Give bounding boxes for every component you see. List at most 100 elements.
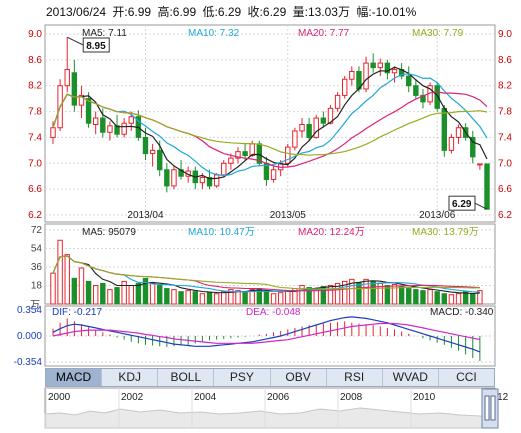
price-tick-right: 6.6 xyxy=(498,184,512,195)
candle-body xyxy=(384,62,391,74)
candle-body xyxy=(235,151,241,159)
header-line: 2013/06/24 开:6.99 高:6.99 低:6.29 收:6.29 量… xyxy=(46,4,417,19)
price-x-tick: 2013/05 xyxy=(270,210,307,221)
volume-bar xyxy=(306,287,312,305)
candle-body xyxy=(377,62,383,69)
volume-bar xyxy=(128,285,134,305)
volume-unit: 万 xyxy=(30,300,40,311)
macd-tick: 0.000 xyxy=(17,331,42,342)
volume-bar xyxy=(157,285,163,305)
header-low-label: 低: xyxy=(203,5,218,19)
candle-body xyxy=(71,72,78,106)
tab-boll[interactable]: BOLL xyxy=(158,369,215,386)
volume-bar xyxy=(149,282,156,305)
volume-bar xyxy=(242,291,248,305)
volume-bar xyxy=(277,292,284,305)
legend-dif: DIF: -0.217 xyxy=(52,307,102,318)
volume-bar xyxy=(370,280,376,305)
candle-body xyxy=(413,85,419,96)
price-tick-right: 8.2 xyxy=(498,81,512,92)
volume-bar xyxy=(470,293,476,305)
volume-bar xyxy=(114,287,120,305)
volume-ma-line xyxy=(52,255,480,290)
volume-bar xyxy=(64,254,70,305)
candle-body xyxy=(64,69,70,87)
candle-body xyxy=(121,122,127,135)
timeline-handle[interactable] xyxy=(481,388,499,429)
header-date: 2013/06/24 xyxy=(46,5,106,19)
candle-body xyxy=(306,124,312,138)
header-volume-label: 量: xyxy=(293,5,308,19)
candle-body xyxy=(171,169,177,187)
price-tick-left: 7.4 xyxy=(28,132,42,143)
price-tick-right: 9.0 xyxy=(498,29,512,40)
candle-body xyxy=(448,136,455,151)
volume-bar xyxy=(78,267,85,305)
price-x-tick: 2013/06 xyxy=(419,210,456,221)
high-callout: 8.95 xyxy=(67,36,110,53)
volume-bar xyxy=(199,293,206,305)
macd-lines xyxy=(52,316,481,353)
volume-bar xyxy=(384,285,391,305)
timeline-year: 2008 xyxy=(340,392,363,403)
tab-psy[interactable]: PSY xyxy=(214,369,271,386)
price-tick-right: 7.4 xyxy=(498,132,512,143)
high-callout-label: 8.95 xyxy=(86,41,106,52)
candle-body xyxy=(313,117,319,138)
header-change-label: 幅: xyxy=(356,4,371,19)
candle-body xyxy=(441,107,448,151)
volume-bar xyxy=(178,291,184,305)
volume-bar xyxy=(121,280,127,305)
price-tick-left: 6.6 xyxy=(28,184,42,195)
legend-dea: DEA: -0.048 xyxy=(246,307,301,318)
candle-body xyxy=(164,169,170,187)
header-low: 6.29 xyxy=(218,5,242,19)
volume-bar xyxy=(171,289,177,305)
volume-bar xyxy=(299,285,305,305)
legend-ma20: MA20: 7.77 xyxy=(298,28,350,39)
candle-body xyxy=(242,151,248,157)
candle-body xyxy=(128,116,134,124)
low-callout: 6.29 xyxy=(448,195,488,211)
header-close-label: 收: xyxy=(248,5,263,19)
candle-body xyxy=(85,98,92,124)
price-y-axis-right: 9.0 8.6 8.2 7.8 7.4 7.0 6.6 6.2 xyxy=(498,29,512,221)
candle-body xyxy=(92,117,99,125)
tab-cci[interactable]: CCI xyxy=(456,370,477,384)
candle-body xyxy=(149,149,156,155)
volume-bar xyxy=(327,285,334,305)
candle-body xyxy=(406,75,412,87)
tab-macd[interactable]: MACD xyxy=(46,369,103,386)
volume-bar xyxy=(135,282,142,305)
volume-bar xyxy=(107,289,113,305)
tab-kdj[interactable]: KDJ xyxy=(102,369,159,386)
tab-rsi[interactable]: RSI xyxy=(327,369,383,386)
volume-bar xyxy=(57,239,63,305)
tab-obv[interactable]: OBV xyxy=(271,369,327,386)
candle-body xyxy=(434,85,440,109)
candle-body xyxy=(391,69,398,74)
volume-bar xyxy=(92,285,99,305)
volume-bar xyxy=(391,283,398,305)
volume-tick: 18 xyxy=(31,281,43,292)
volume-bar xyxy=(192,291,199,305)
price-ma-lines xyxy=(52,66,488,180)
volume-bar xyxy=(228,289,234,305)
legend-vol-ma5: MA5: 95079 xyxy=(82,227,136,238)
volume-bar xyxy=(349,278,355,305)
volume-bar xyxy=(406,288,412,305)
tab-wvad[interactable]: WVAD xyxy=(383,369,439,386)
header-high: 6.99 xyxy=(173,5,197,19)
timeline-year: 2004 xyxy=(194,392,217,403)
legend-ma10: MA10: 7.32 xyxy=(188,28,240,39)
volume-bar xyxy=(213,293,220,305)
volume-bar xyxy=(263,291,270,305)
price-tick-right: 7.0 xyxy=(498,158,512,169)
volume-bar xyxy=(462,291,469,305)
legend-ma30: MA30: 7.79 xyxy=(412,28,464,39)
candle-body xyxy=(228,157,234,164)
macd-tick: 0.354 xyxy=(17,305,42,316)
price-y-axis-left: 9.0 8.6 8.2 7.8 7.4 7.0 6.6 6.2 xyxy=(28,29,42,221)
price-grid xyxy=(45,25,495,366)
volume-bar xyxy=(334,282,341,305)
